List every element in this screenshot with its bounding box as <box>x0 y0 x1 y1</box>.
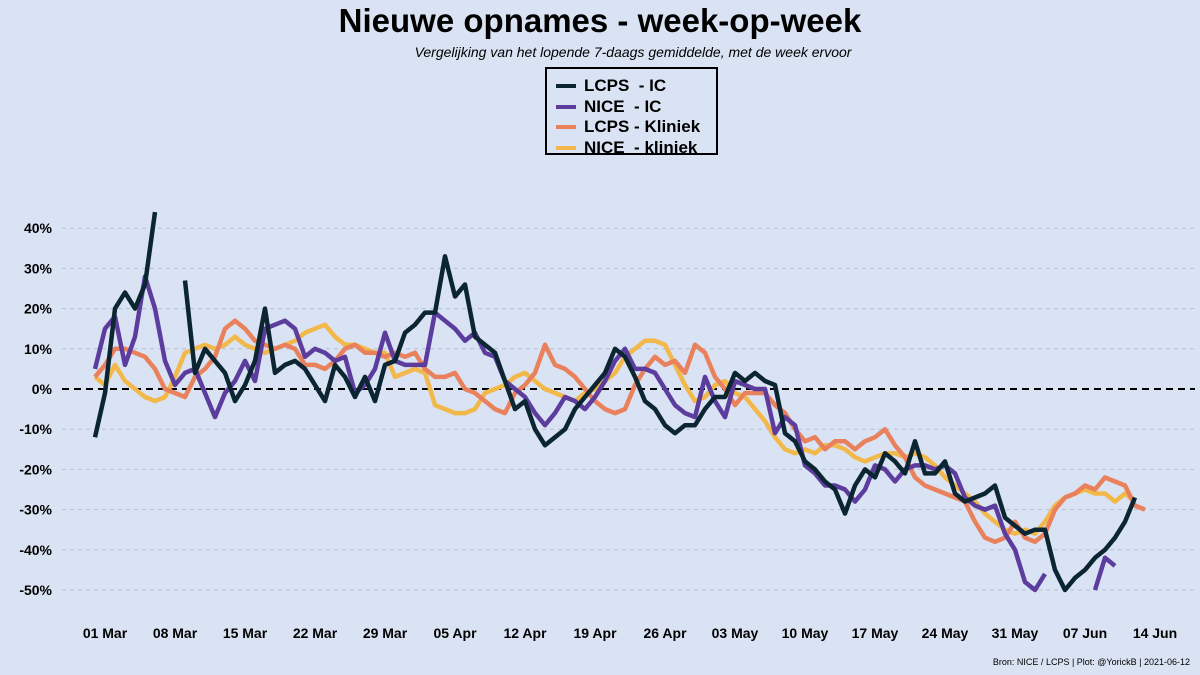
y-tick-label: 30% <box>24 260 53 276</box>
x-tick-label: 03 May <box>712 625 759 641</box>
y-tick-label: 0% <box>32 381 53 397</box>
series-path <box>92 211 1138 593</box>
x-tick-label: 01 Mar <box>83 625 128 641</box>
y-tick-label: 40% <box>24 220 53 236</box>
x-tick-label: 31 May <box>992 625 1039 641</box>
legend-item-lcps-ic: LCPS - IC <box>556 76 716 97</box>
chart-subtitle: Vergelijking van het lopende 7-daags gem… <box>414 44 852 60</box>
legend-label: LCPS - Kliniek <box>584 117 701 137</box>
series-path <box>92 274 1117 593</box>
legend-item-nice-ic: NICE - IC <box>556 97 716 118</box>
y-tick-label: -40% <box>19 542 52 558</box>
y-tick-label: 20% <box>24 301 53 317</box>
legend-label: NICE - IC <box>584 96 662 116</box>
x-tick-label: 24 May <box>922 625 969 641</box>
series-line <box>92 211 1138 593</box>
x-tick-label: 29 Mar <box>363 625 408 641</box>
legend-label: LCPS - IC <box>584 76 667 96</box>
y-tick-label: -10% <box>19 421 52 437</box>
y-tick-label: -30% <box>19 502 52 518</box>
x-tick-label: 14 Jun <box>1133 625 1177 641</box>
x-tick-label: 10 May <box>782 625 829 641</box>
legend-swatch-lcps-ic <box>556 84 576 89</box>
y-tick-label: -50% <box>19 582 52 598</box>
x-tick-label: 26 Apr <box>643 625 687 641</box>
legend-item-nice-kliniek: NICE - kliniek <box>556 138 716 159</box>
legend-swatch-nice-kliniek <box>556 145 576 150</box>
x-tick-label: 12 Apr <box>503 625 547 641</box>
chart-title: Nieuwe opnames - week-op-week <box>338 2 862 39</box>
series-line <box>92 274 1117 593</box>
legend-swatch-nice-ic <box>556 104 576 109</box>
x-tick-label: 17 May <box>852 625 899 641</box>
y-tick-label: 10% <box>24 341 53 357</box>
x-tick-label: 15 Mar <box>223 625 268 641</box>
source-credit: Bron: NICE / LCPS | Plot: @YorickB | 202… <box>992 657 1190 667</box>
y-tick-label: -20% <box>19 461 52 477</box>
x-tick-label: 07 Jun <box>1063 625 1107 641</box>
legend-item-lcps-kliniek: LCPS - Kliniek <box>556 117 716 138</box>
legend-label: NICE - kliniek <box>584 137 698 157</box>
x-tick-label: 22 Mar <box>293 625 338 641</box>
chart-legend: LCPS - IC NICE - IC LCPS - Kliniek NICE … <box>545 67 718 157</box>
legend-swatch-lcps-kliniek <box>556 125 576 130</box>
x-tick-label: 19 Apr <box>573 625 617 641</box>
x-tick-label: 05 Apr <box>433 625 477 641</box>
x-tick-label: 08 Mar <box>153 625 198 641</box>
